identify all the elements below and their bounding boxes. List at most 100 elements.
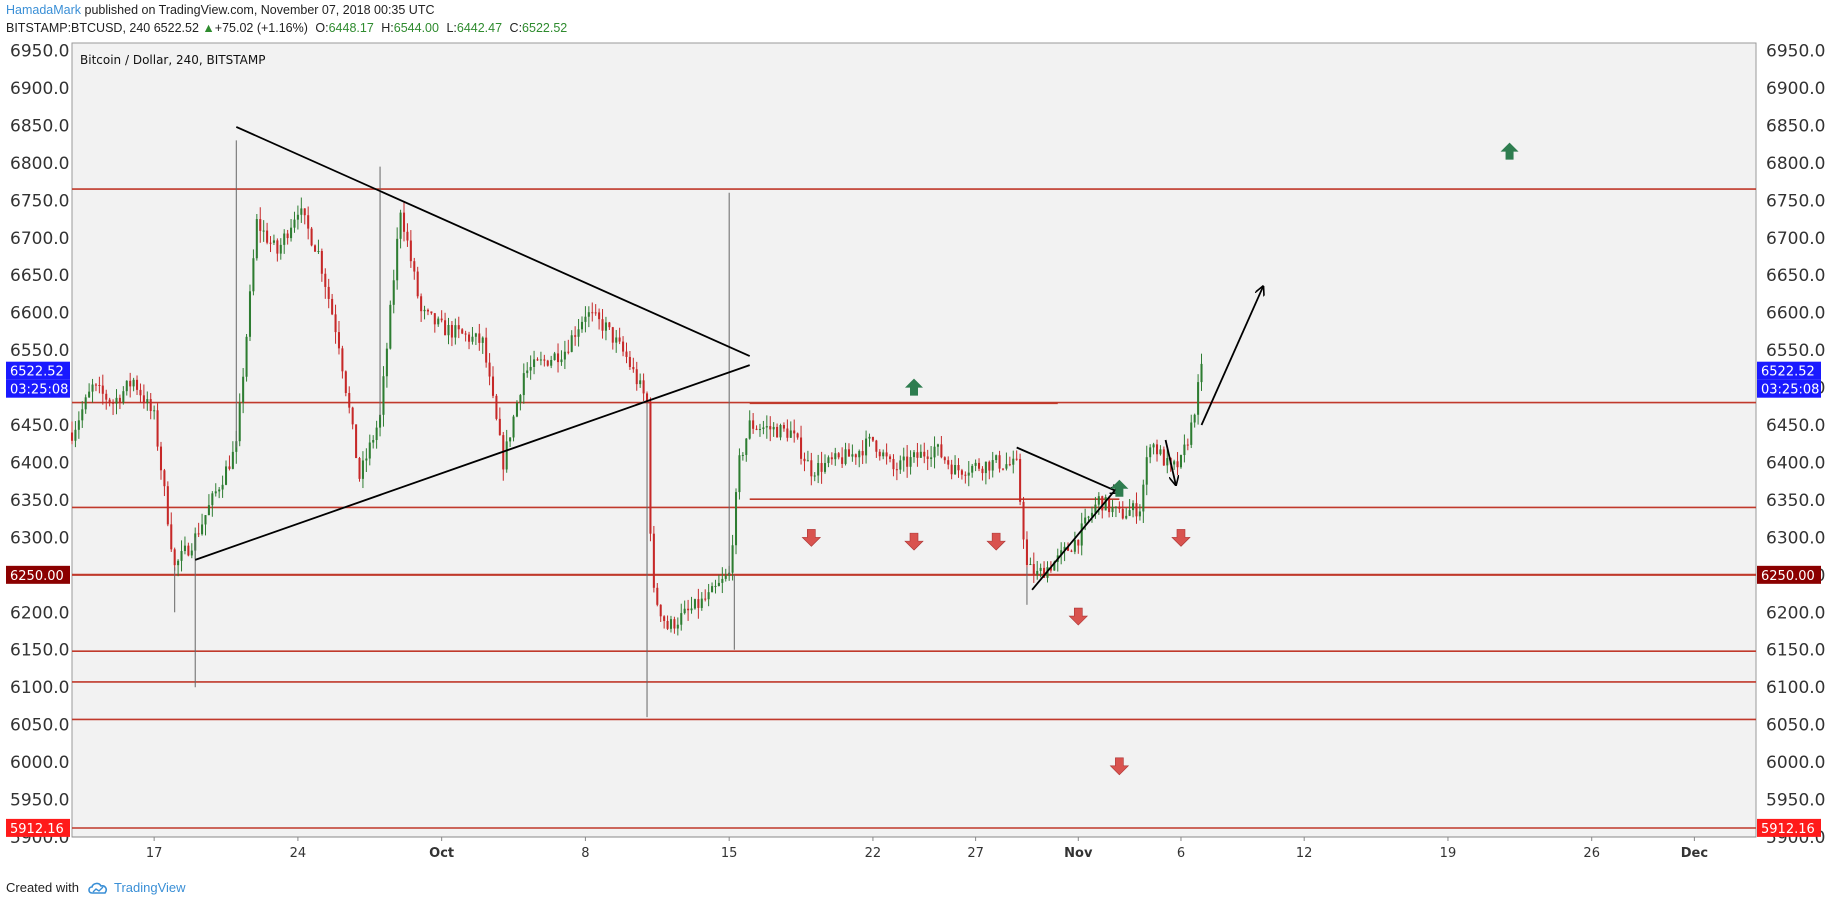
candle-body — [834, 453, 837, 460]
candle-body — [909, 457, 912, 467]
candle-body — [557, 353, 560, 363]
candle-body — [704, 598, 707, 600]
x-tick-label: Nov — [1064, 846, 1093, 861]
candle-body — [283, 233, 286, 245]
price-tag-value: 6250.00 — [10, 569, 64, 584]
candle-body — [1053, 561, 1056, 571]
candle-body — [276, 240, 279, 254]
trend-line — [194, 364, 751, 561]
candle-body — [1162, 449, 1165, 466]
candle-body — [526, 370, 529, 374]
candle-body — [902, 456, 905, 461]
countdown-value: 03:25:08 — [1761, 383, 1819, 398]
arrow-down-icon — [986, 532, 1006, 551]
candle-body — [669, 619, 673, 629]
candle-body — [423, 309, 426, 312]
y-tick-label: 6750.0 — [10, 191, 69, 211]
candle-body — [211, 493, 214, 506]
candle-body — [218, 489, 221, 492]
candle-body — [936, 444, 939, 447]
candle-body — [262, 230, 265, 232]
candle-body — [635, 369, 638, 385]
price-tag — [6, 361, 70, 380]
candle-body — [957, 464, 960, 471]
candle-body — [1005, 464, 1008, 469]
y-tick-label: 6400.0 — [1766, 453, 1825, 473]
candle-body — [231, 451, 234, 469]
candle-body — [680, 613, 683, 625]
candle-body — [1118, 506, 1121, 509]
candle-body — [190, 550, 193, 556]
candle-body — [567, 351, 570, 353]
price-tags: 6522.52 03:25:08 6522.52 03:25:08 6250.00 625… — [6, 361, 1821, 837]
candle-body — [584, 316, 587, 322]
candle-body — [1108, 496, 1111, 513]
candle-body — [259, 219, 262, 231]
candle-body — [461, 329, 464, 334]
candle-body — [478, 333, 481, 343]
candle-body — [224, 466, 228, 485]
open-value: 6448.17 — [328, 21, 374, 35]
price-chart[interactable]: 6950.0 6900.0 6850.0 6800.0 6750.0 6700.0 6650… — [0, 0, 1828, 870]
author-link[interactable]: HamadaMark — [6, 3, 82, 17]
y-axis-left: 6950.0 6900.0 6850.0 6800.0 6750.0 6700.0 6650… — [10, 41, 69, 848]
y-tick-label: 6150.0 — [1766, 641, 1825, 661]
candle-body — [820, 463, 823, 472]
candle-body — [348, 392, 351, 408]
candle-body — [444, 320, 447, 336]
candle-body — [389, 304, 392, 349]
candle-body — [971, 465, 974, 473]
tradingview-link[interactable]: TradingView — [87, 880, 186, 895]
price-tag — [6, 379, 70, 398]
candle-body — [159, 446, 163, 471]
candle-body — [413, 261, 416, 272]
candle-body — [943, 457, 946, 461]
candle-body — [533, 359, 536, 367]
candle-body — [793, 430, 796, 434]
candle-body — [724, 575, 727, 579]
candle-body — [105, 393, 108, 400]
candle-body — [622, 341, 625, 352]
candle-body — [546, 360, 549, 366]
close-label: C: — [509, 21, 523, 35]
candle-body — [858, 451, 861, 458]
candle-body — [118, 397, 121, 403]
candle-body — [136, 379, 139, 390]
price-tag-value: 5912.16 — [1761, 822, 1815, 837]
trend-line — [1031, 485, 1119, 591]
candle-body — [481, 337, 484, 343]
candle-body — [112, 402, 115, 404]
candle-body — [782, 425, 785, 429]
candle-body — [358, 458, 361, 479]
y-tick-label: 6700.0 — [10, 229, 69, 249]
trend-line — [1200, 286, 1264, 426]
candle-body — [632, 367, 635, 370]
candle-body — [300, 208, 303, 215]
candle-body — [122, 391, 125, 403]
candle-body — [683, 608, 686, 614]
candle-body — [954, 464, 957, 475]
horizontal-levels — [72, 188, 1756, 829]
publish-text: published on TradingView.com, November 0… — [81, 3, 435, 17]
arrow-down-icon — [1068, 607, 1089, 626]
candle-body — [252, 258, 255, 292]
candle-body — [899, 460, 902, 470]
arrow-up-icon — [1500, 142, 1519, 160]
y-tick-label: 6350.0 — [10, 491, 69, 511]
candle-body — [1159, 449, 1162, 455]
y-tick-label: 6150.0 — [10, 641, 69, 661]
candle-body — [871, 436, 874, 441]
y-tick-label: 6550.0 — [10, 341, 69, 361]
candle-body — [906, 456, 909, 467]
candle-body — [1125, 515, 1128, 519]
candle-body — [228, 466, 231, 469]
candle-body — [615, 337, 618, 343]
candle-body — [84, 397, 87, 410]
trend-line — [1164, 439, 1176, 485]
x-tick-label: 26 — [1583, 846, 1600, 861]
symbol-info: BITSTAMP:BTCUSD, 240 6522.52 ▲+75.02 (+1… — [6, 21, 567, 35]
candle-body — [1132, 503, 1135, 511]
candle-body — [912, 452, 916, 458]
candle-body — [1022, 501, 1025, 540]
candle-body — [1029, 564, 1032, 566]
